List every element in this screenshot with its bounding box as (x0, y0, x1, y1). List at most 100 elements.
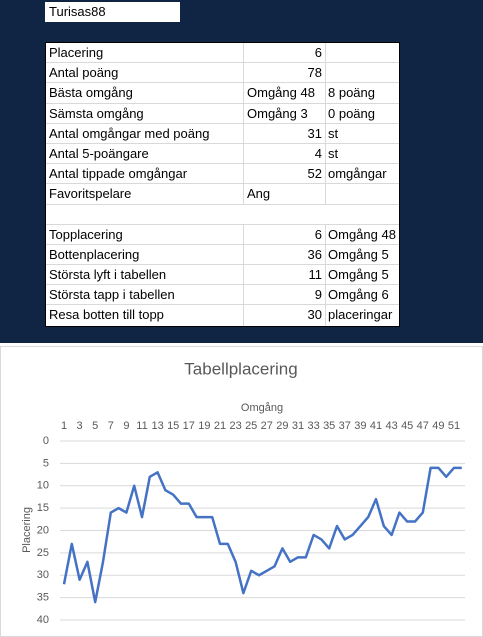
x-tick-label: 17 (183, 420, 195, 432)
cell-divider (325, 123, 326, 143)
row-label: Antal omgångar med poäng (49, 125, 210, 141)
cell-divider (243, 285, 244, 305)
cell-divider (325, 164, 326, 184)
row-label: Sämsta omgång (49, 105, 144, 121)
x-tick-label: 25 (245, 420, 257, 432)
y-tick-label: 10 (37, 480, 49, 492)
row-value: 6 (314, 226, 322, 242)
chart-title: Tabellplacering (184, 359, 297, 378)
cell-divider (325, 285, 326, 305)
table-row: Antal 5-poängare 4 st (46, 143, 399, 165)
x-tick-label: 3 (77, 420, 83, 432)
table-row: Bottenplacering 36 Omgång 5 (46, 244, 399, 266)
row-note: 8 poäng (328, 85, 375, 101)
table-row: Placering 6 (46, 43, 399, 64)
stats-table: Placering 6 Antal poäng 78 Bästa omgång Omgån… (45, 42, 400, 327)
table-row: Antal tippade omgångar 52 omgångar (46, 164, 399, 185)
y-tick-label: 15 (37, 502, 49, 514)
x-tick-label: 15 (167, 420, 179, 432)
table-row: Största tapp i tabellen 9 Omgång 6 (46, 285, 399, 306)
cell-divider (325, 265, 326, 285)
name-cell: Turisas88 (45, 2, 180, 22)
row-value: 52 (307, 166, 322, 182)
x-tick-label: 39 (354, 420, 366, 432)
row-value: Omgång 48 (247, 85, 315, 101)
row-value: 9 (314, 287, 322, 303)
cell-divider (243, 305, 244, 326)
row-label: Antal poäng (49, 65, 119, 81)
cell-divider (325, 224, 326, 244)
table-row: Antal poäng 78 (46, 63, 399, 84)
sheet: Turisas88 Placering 6 Antal poäng 78 Bästa o… (0, 0, 483, 343)
cell-divider (243, 103, 244, 123)
row-note: Omgång 6 (328, 287, 389, 303)
x-tick-label: 27 (261, 420, 273, 432)
row-note: st (328, 125, 339, 141)
table-row: Topplacering 6 Omgång 48 (46, 224, 399, 245)
cell-divider (243, 244, 244, 265)
table-row: Sämsta omgång Omgång 3 0 poäng (46, 103, 399, 124)
row-label: Antal 5-poängare (49, 145, 149, 161)
x-tick-label: 31 (292, 420, 304, 432)
cell-divider (325, 244, 326, 265)
cell-divider (243, 63, 244, 83)
row-note: Omgång 5 (328, 267, 389, 283)
row-value: 78 (307, 65, 322, 81)
x-tick-label: 45 (401, 420, 413, 432)
y-tick-label: 0 (43, 435, 49, 447)
cell-divider (243, 265, 244, 285)
y-tick-label: 25 (37, 547, 49, 559)
x-tick-label: 11 (136, 420, 147, 432)
chart-area (0, 346, 483, 637)
x-tick-label: 1 (61, 420, 67, 432)
x-tick-label: 33 (307, 420, 319, 432)
x-tick-label: 29 (276, 420, 288, 432)
x-tick-label: 19 (198, 420, 210, 432)
row-label: Bottenplacering (49, 246, 140, 262)
x-tick-label: 51 (448, 420, 460, 432)
x-tick-label: 7 (108, 420, 114, 432)
row-note: st (328, 145, 339, 161)
row-value: 6 (314, 45, 322, 60)
x-tick-label: 43 (385, 420, 397, 432)
cell-divider (243, 224, 244, 244)
row-note: Omgång 48 (328, 226, 396, 242)
cell-divider (325, 143, 326, 164)
row-label: Antal tippade omgångar (49, 166, 188, 182)
row-label: Placering (49, 45, 104, 60)
row-note: Omgång 5 (328, 246, 389, 262)
table-row: Största lyft i tabellen 11 Omgång 5 (46, 265, 399, 286)
row-value: 11 (308, 267, 323, 283)
x-tick-label: 21 (214, 420, 226, 432)
cell-divider (325, 63, 326, 83)
table-row: Favoritspelare Ang (46, 184, 399, 205)
x-axis-label: Omgång (241, 402, 283, 414)
row-value: 31 (307, 125, 322, 141)
y-axis-label: Placering (21, 507, 33, 553)
cell-divider (243, 143, 244, 164)
row-label: Största lyft i tabellen (49, 267, 167, 283)
x-tick-label: 37 (339, 420, 351, 432)
row-label: Största tapp i tabellen (49, 287, 175, 303)
x-tick-label: 5 (92, 420, 98, 432)
y-tick-label: 20 (37, 524, 49, 536)
blank-row (46, 205, 399, 225)
y-tick-label: 35 (37, 592, 49, 604)
cell-divider (243, 43, 244, 63)
row-label: Resa botten till topp (49, 307, 164, 323)
x-tick-label: 23 (229, 420, 241, 432)
row-value: 4 (314, 145, 322, 161)
data-line (62, 466, 462, 604)
y-tick-label: 5 (43, 457, 49, 469)
row-label: Topplacering (49, 226, 123, 242)
cell-divider (325, 83, 326, 103)
cell-divider (325, 43, 326, 63)
row-value: Omgång 3 (247, 105, 308, 121)
cell-divider (243, 164, 244, 184)
row-note: omgångar (328, 166, 387, 182)
table-row: Bästa omgång Omgång 48 8 poäng (46, 83, 399, 104)
cell-divider (243, 83, 244, 103)
table-row: Antal omgångar med poäng 31 st (46, 123, 399, 144)
table-row: Resa botten till topp 30 placeringar (46, 305, 399, 326)
